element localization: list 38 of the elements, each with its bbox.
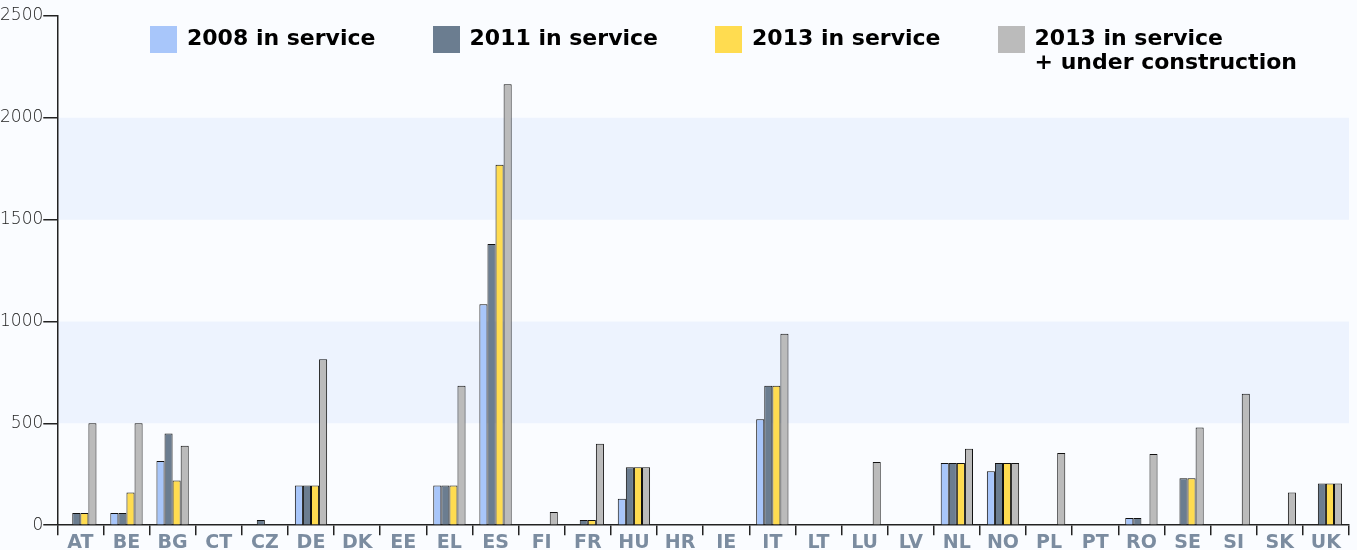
y-tick-label: 1000 — [0, 309, 44, 330]
x-tick-label: RO — [1126, 529, 1157, 550]
x-tick-label: UK — [1310, 529, 1343, 550]
x-tick-label: ES — [482, 529, 509, 550]
legend-label: 2013 in service — [752, 25, 941, 50]
y-tick-label: 500 — [10, 411, 44, 432]
x-tick-label: LU — [851, 529, 879, 550]
x-tick-label: PL — [1036, 529, 1063, 550]
legend-label: 2011 in service — [469, 25, 658, 50]
x-tick-label: NL — [942, 529, 971, 550]
x-tick-label: BE — [112, 529, 141, 550]
x-tick-label: LT — [807, 529, 830, 550]
x-tick-label: FI — [531, 529, 552, 550]
x-tick-label: SK — [1265, 529, 1296, 550]
x-tick-label: DK — [341, 529, 374, 550]
x-tick-label: LV — [898, 529, 924, 550]
y-tick-label: 2000 — [0, 106, 44, 127]
x-tick-label: CT — [205, 529, 233, 550]
legend-label: 2013 in service + under construction — [1034, 25, 1297, 74]
x-tick-label: BG — [157, 529, 188, 550]
x-tick-label: EL — [436, 529, 462, 550]
x-tick-label: SE — [1174, 529, 1201, 550]
x-tick-label: EE — [390, 529, 417, 550]
x-tick-label: AT — [67, 529, 94, 550]
x-tick-label: FR — [573, 529, 602, 550]
x-tick-label: HR — [664, 529, 696, 550]
x-tick-label: IE — [716, 529, 737, 550]
x-tick-label: DE — [296, 529, 326, 550]
x-tick-label: HU — [618, 529, 650, 550]
y-tick-label: 2500 — [0, 4, 44, 25]
y-tick-label: 1500 — [0, 208, 44, 229]
x-tick-label: CZ — [251, 529, 279, 550]
x-tick-label: NO — [986, 529, 1020, 550]
y-tick-label: 0 — [32, 513, 44, 534]
x-tick-label: IT — [762, 529, 783, 550]
x-tick-label: SI — [1223, 529, 1245, 550]
legend-label: 2008 in service — [187, 25, 376, 50]
x-tick-label: PT — [1081, 529, 1109, 550]
